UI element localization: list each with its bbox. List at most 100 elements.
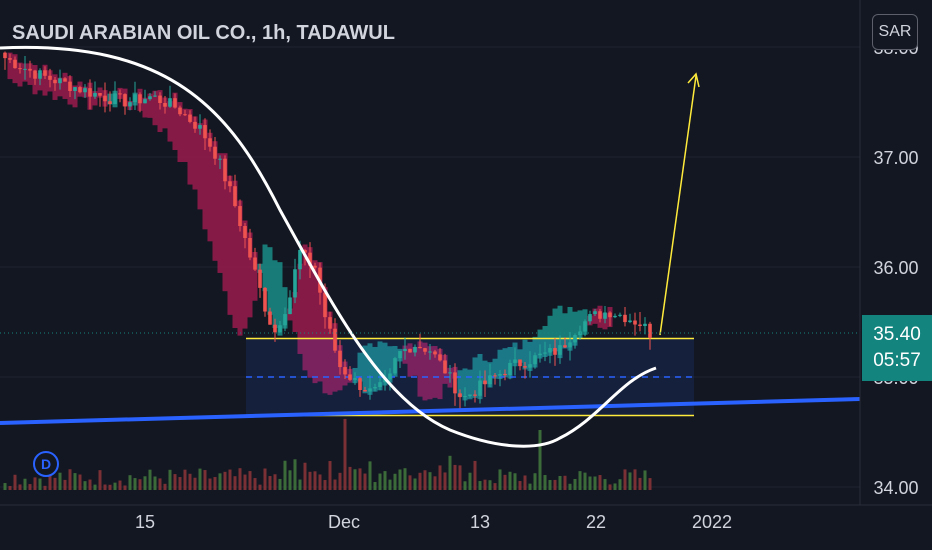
candle-body <box>123 94 127 107</box>
candle-body <box>643 323 647 327</box>
candle-body <box>108 101 112 105</box>
volume-bar <box>388 479 392 490</box>
volume-bar <box>638 477 642 490</box>
candle-body <box>63 78 67 82</box>
volume-bar <box>573 478 577 490</box>
dividend-badge[interactable]: D <box>33 451 59 477</box>
volume-bar <box>163 483 167 490</box>
candle-body <box>433 351 437 355</box>
volume-bar <box>323 480 327 490</box>
volume-bar <box>578 471 582 490</box>
candle-body <box>533 355 537 365</box>
candle-body <box>458 393 462 398</box>
volume-bar <box>93 484 97 490</box>
cloud-segment <box>7 52 13 80</box>
candle-body <box>23 68 27 70</box>
candle-body <box>83 88 87 93</box>
cloud-segment <box>202 119 208 230</box>
volume-bar <box>148 469 152 490</box>
cloud-segment <box>562 313 568 349</box>
candle-body <box>493 375 497 377</box>
range-box <box>246 337 694 417</box>
volume-bar <box>278 478 282 490</box>
volume-bar <box>503 474 507 490</box>
candle-body <box>178 107 182 115</box>
candle-body <box>563 345 567 348</box>
candle-body <box>468 394 472 396</box>
volume-bar <box>623 469 627 490</box>
volume-bar <box>103 484 107 490</box>
time-axis[interactable]: 15 Dec 13 22 2022 <box>135 512 732 532</box>
volume-bar <box>473 460 477 490</box>
candle-body <box>338 350 342 368</box>
candle-body <box>298 250 302 270</box>
candle-body <box>628 320 632 323</box>
volume-bar <box>343 418 347 490</box>
candle-body <box>273 324 277 333</box>
candle-body <box>28 68 32 71</box>
volume-bar <box>3 483 7 490</box>
volume-bar <box>73 473 77 490</box>
cloud-segment <box>42 64 48 96</box>
volume-bar <box>198 468 202 490</box>
volume-bar <box>83 481 87 490</box>
volume-bar <box>363 473 367 490</box>
cloud-segment <box>462 368 468 401</box>
candle-body <box>68 81 72 91</box>
volume-bar <box>398 469 402 490</box>
candle-body <box>168 98 172 107</box>
cloud-segment <box>327 311 333 395</box>
price-tick-label: 36.00 <box>873 258 918 278</box>
volume-bar <box>463 481 467 490</box>
volume-bar <box>63 479 67 490</box>
candle-body <box>408 348 412 353</box>
candle-body <box>113 93 117 105</box>
candle-body <box>363 390 367 392</box>
volume-bar <box>403 468 407 490</box>
candle-body <box>473 394 477 396</box>
cloud-segment <box>252 252 258 301</box>
cloud-segment <box>592 308 598 324</box>
cloud-segment <box>312 260 318 384</box>
currency-button[interactable]: SAR <box>872 14 918 50</box>
candle-body <box>553 348 557 355</box>
candle-body <box>513 359 517 363</box>
candle-body <box>518 359 522 367</box>
candle-body <box>223 158 227 182</box>
volume-bar <box>548 479 552 490</box>
cloud-segment <box>532 336 538 368</box>
candle-body <box>548 348 552 353</box>
candle-body <box>13 59 17 69</box>
candle-body <box>118 93 122 95</box>
volume-bar <box>48 472 52 490</box>
cloud-segment <box>472 357 478 398</box>
volume-bar <box>138 479 142 490</box>
volume-bar <box>258 484 262 490</box>
volume-bar <box>53 477 57 490</box>
candle-body <box>153 95 157 97</box>
candle-body <box>608 312 612 318</box>
candle-body <box>618 314 622 316</box>
cloud-segment <box>262 244 268 292</box>
volume-bar <box>378 473 382 490</box>
time-tick-label: 22 <box>586 512 606 532</box>
cloud-segment <box>317 262 323 382</box>
cloud-segment <box>547 315 553 356</box>
candle-body <box>228 181 232 187</box>
candle-body <box>73 87 77 91</box>
volume-bar <box>218 473 222 490</box>
candle-body <box>278 325 282 333</box>
cloud-segment <box>557 305 563 359</box>
volume-bar <box>168 469 172 490</box>
cloud-segment <box>502 348 508 378</box>
cloud-segment <box>242 220 248 329</box>
volume-bar <box>288 470 292 490</box>
price-tick-label: 37.00 <box>873 148 918 168</box>
candle-body <box>558 345 562 355</box>
volume-bar <box>263 468 267 490</box>
volume-bar <box>203 470 207 490</box>
volume-bar <box>508 471 512 490</box>
volume-bar <box>368 461 372 490</box>
time-tick-label: 15 <box>135 512 155 532</box>
